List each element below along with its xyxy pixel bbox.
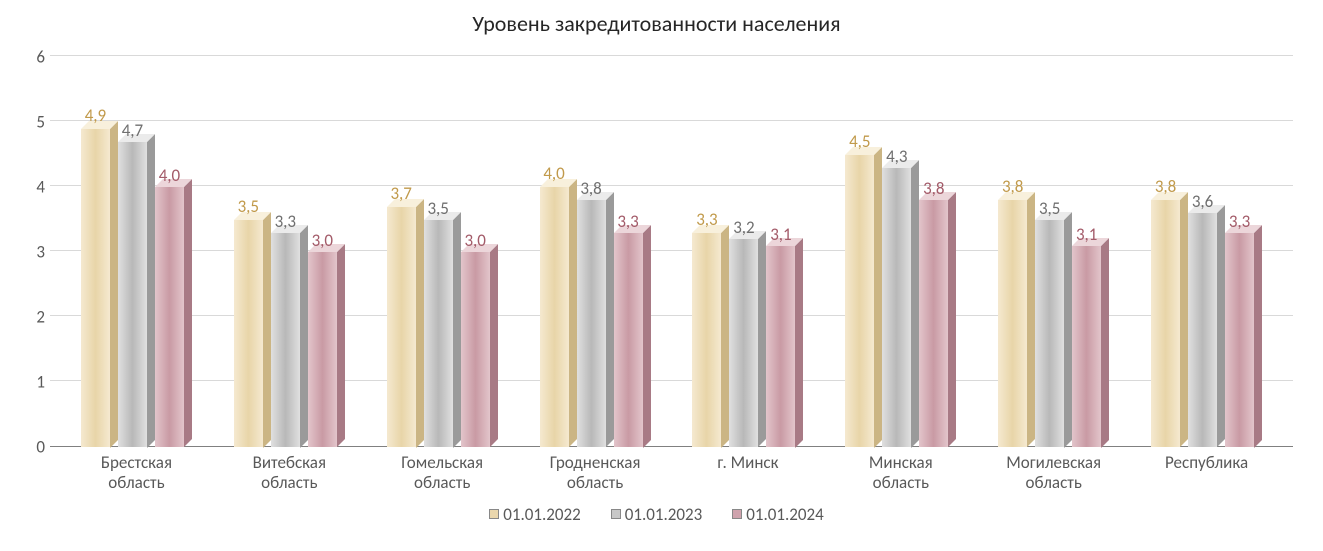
- chart-title: Уровень закредитованности населения: [10, 10, 1303, 37]
- bar: 3,8: [998, 57, 1035, 447]
- y-axis: 0123456: [10, 57, 45, 447]
- bar: 3,5: [424, 57, 461, 447]
- bar: 3,3: [692, 57, 729, 447]
- y-tick: 6: [10, 47, 45, 68]
- y-tick: 3: [10, 242, 45, 263]
- bar-value-label: 3,3: [1229, 211, 1250, 232]
- bar-value-label: 4,0: [543, 163, 564, 184]
- x-axis-label: Могилевскаяобласть: [977, 453, 1130, 494]
- legend-swatch: [489, 509, 499, 519]
- bar: 3,8: [919, 57, 956, 447]
- legend: 01.01.2022 01.01.2023 01.01.2024: [10, 504, 1303, 525]
- bar-value-label: 3,3: [696, 209, 717, 230]
- bar: 3,3: [614, 57, 651, 447]
- bar-value-label: 3,1: [1076, 224, 1097, 245]
- bar: 3,3: [271, 57, 308, 447]
- bar-value-label: 3,5: [1039, 198, 1060, 219]
- plot-area: 0123456 4,94,74,03,53,33,03,73,53,04,03,…: [50, 57, 1293, 447]
- bar-value-label: 3,8: [1002, 176, 1023, 197]
- bar-value-label: 3,3: [617, 211, 638, 232]
- x-axis-label: г. Минск: [672, 453, 825, 494]
- x-axis-labels: БрестскаяобластьВитебскаяобластьГомельск…: [50, 453, 1293, 494]
- x-axis-label: Минскаяобласть: [824, 453, 977, 494]
- bar-group: 3,8 3,6 3,3: [1130, 57, 1283, 447]
- bar: 3,0: [308, 57, 345, 447]
- bar: 3,8: [577, 57, 614, 447]
- bar: 4,0: [155, 57, 192, 447]
- bar: 3,5: [234, 57, 271, 447]
- x-axis-label: Брестскаяобласть: [60, 453, 213, 494]
- bar-value-label: 3,2: [733, 217, 754, 238]
- legend-label: 01.01.2022: [503, 504, 581, 525]
- bar-group: 3,5 3,3 3,0: [213, 57, 366, 447]
- bar-value-label: 3,7: [390, 183, 411, 204]
- y-tick: 4: [10, 177, 45, 198]
- legend-item: 01.01.2023: [611, 504, 703, 525]
- bar-group: 4,9 4,7 4,0: [60, 57, 213, 447]
- bar-value-label: 3,1: [770, 224, 791, 245]
- legend-swatch: [732, 509, 742, 519]
- bar: 3,0: [461, 57, 498, 447]
- bar: 3,7: [387, 57, 424, 447]
- bar: 3,1: [766, 57, 803, 447]
- bar-group: 3,8 3,5 3,1: [977, 57, 1130, 447]
- bar-value-label: 3,8: [1155, 176, 1176, 197]
- y-tick: 0: [10, 437, 45, 458]
- bar: 3,2: [729, 57, 766, 447]
- y-tick: 2: [10, 307, 45, 328]
- bar: 4,5: [845, 57, 882, 447]
- bar-group: 4,0 3,8 3,3: [519, 57, 672, 447]
- bar-value-label: 3,8: [580, 178, 601, 199]
- bar-value-label: 3,5: [427, 198, 448, 219]
- bar-group: 3,3 3,2 3,1: [672, 57, 825, 447]
- bar-group: 3,7 3,5 3,0: [366, 57, 519, 447]
- legend-item: 01.01.2022: [489, 504, 581, 525]
- y-gridline: [50, 55, 1293, 56]
- bar: 4,3: [882, 57, 919, 447]
- bar: 3,3: [1225, 57, 1262, 447]
- legend-swatch: [611, 509, 621, 519]
- bar-value-label: 4,7: [122, 120, 143, 141]
- bar: 4,0: [540, 57, 577, 447]
- bar-value-label: 4,9: [85, 105, 106, 126]
- bar: 3,6: [1188, 57, 1225, 447]
- legend-label: 01.01.2024: [746, 504, 824, 525]
- bar-value-label: 4,3: [886, 146, 907, 167]
- x-axis-label: Республика: [1130, 453, 1283, 494]
- bar-value-label: 4,5: [849, 131, 870, 152]
- legend-label: 01.01.2023: [625, 504, 703, 525]
- bar-value-label: 3,3: [275, 211, 296, 232]
- bars-area: 4,94,74,03,53,33,03,73,53,04,03,83,33,33…: [50, 57, 1293, 447]
- x-axis-label: Гомельскаяобласть: [366, 453, 519, 494]
- bar: 4,7: [118, 57, 155, 447]
- y-tick: 5: [10, 112, 45, 133]
- bar-value-label: 4,0: [159, 165, 180, 186]
- bar-value-label: 3,0: [464, 230, 485, 251]
- chart-container: Уровень закредитованности населения 0 1 2 3…: [0, 0, 1323, 551]
- x-axis-label: Витебскаяобласть: [213, 453, 366, 494]
- y-tick: 1: [10, 372, 45, 393]
- x-axis-label: Гродненскаяобласть: [519, 453, 672, 494]
- bar: 3,1: [1072, 57, 1109, 447]
- bar-value-label: 3,8: [923, 178, 944, 199]
- bar-value-label: 3,5: [238, 196, 259, 217]
- bar-value-label: 3,6: [1192, 191, 1213, 212]
- bar-value-label: 3,0: [312, 230, 333, 251]
- bar: 3,5: [1035, 57, 1072, 447]
- bar-group: 4,5 4,3 3,8: [824, 57, 977, 447]
- bar: 3,8: [1151, 57, 1188, 447]
- bar: 4,9: [81, 57, 118, 447]
- legend-item: 01.01.2024: [732, 504, 824, 525]
